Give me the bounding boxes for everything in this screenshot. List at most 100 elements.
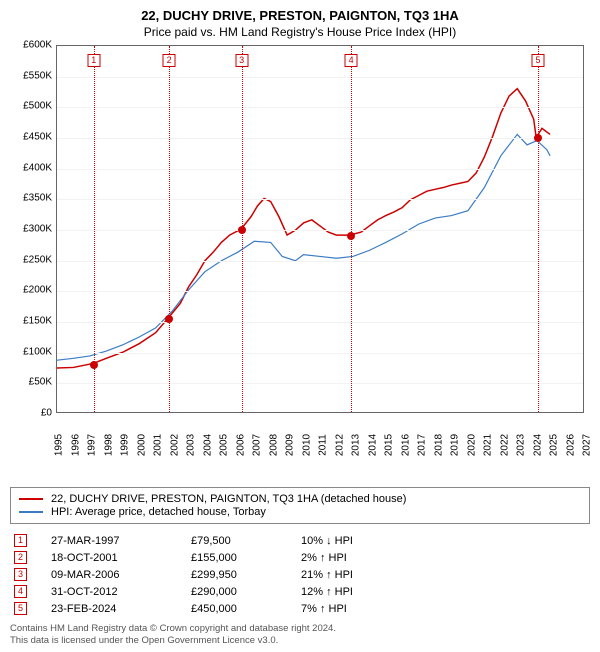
- y-tick-label: £400K: [10, 162, 52, 173]
- sales-diff: 12% ↑ HPI: [301, 586, 401, 598]
- sales-price: £290,000: [191, 586, 301, 598]
- sales-price: £79,500: [191, 535, 301, 547]
- sale-dot: [165, 315, 173, 323]
- gridline: [57, 199, 583, 200]
- gridline: [57, 107, 583, 108]
- gridline: [57, 353, 583, 354]
- x-tick-label: 2000: [136, 434, 147, 456]
- y-tick-label: £50K: [10, 377, 52, 388]
- sale-vline: [538, 46, 539, 412]
- sales-row: 309-MAR-2006£299,95021% ↑ HPI: [10, 568, 590, 581]
- legend: 22, DUCHY DRIVE, PRESTON, PAIGNTON, TQ3 …: [10, 487, 590, 524]
- sales-table: 1 27-MAR-1997£79,50010% ↓ HPI 2 18-OCT-2001…: [10, 534, 590, 615]
- sales-diff: 2% ↑ HPI: [301, 552, 401, 564]
- chart-subtitle: Price paid vs. HM Land Registry's House …: [10, 25, 590, 39]
- x-tick-label: 2012: [334, 434, 345, 456]
- legend-label: HPI: Average price, detached house, Torb…: [51, 506, 266, 518]
- sales-index: 1: [14, 534, 27, 547]
- gridline: [57, 291, 583, 292]
- footer-line-2: This data is licensed under the Open Gov…: [10, 635, 590, 647]
- sales-row: 4 31-OCT-2012£290,00012% ↑ HPI: [10, 585, 590, 598]
- sale-marker-box: 4: [345, 54, 358, 67]
- x-tick-label: 1995: [54, 434, 65, 456]
- y-tick-label: £550K: [10, 70, 52, 81]
- sales-date: 18-OCT-2001: [51, 552, 191, 564]
- x-tick-label: 2021: [483, 434, 494, 456]
- x-tick-label: 2002: [169, 434, 180, 456]
- x-tick-label: 2003: [186, 434, 197, 456]
- sale-dot: [534, 134, 542, 142]
- y-tick-label: £600K: [10, 40, 52, 51]
- y-axis-labels: £0£50K£100K£150K£200K£250K£300K£350K£400…: [10, 45, 54, 451]
- x-tick-label: 2020: [466, 434, 477, 456]
- y-tick-label: £500K: [10, 101, 52, 112]
- x-tick-label: 1998: [103, 434, 114, 456]
- x-tick-label: 2023: [516, 434, 527, 456]
- gridline: [57, 383, 583, 384]
- x-tick-label: 2007: [252, 434, 263, 456]
- legend-row: 22, DUCHY DRIVE, PRESTON, PAIGNTON, TQ3 …: [19, 493, 581, 505]
- sale-vline: [94, 46, 95, 412]
- legend-swatch: [19, 498, 43, 500]
- x-tick-label: 2026: [565, 434, 576, 456]
- x-tick-label: 2024: [532, 434, 543, 456]
- gridline: [57, 261, 583, 262]
- legend-label: 22, DUCHY DRIVE, PRESTON, PAIGNTON, TQ3 …: [51, 493, 406, 505]
- x-tick-label: 2017: [417, 434, 428, 456]
- sales-index: 3: [14, 568, 27, 581]
- chart-title: 22, DUCHY DRIVE, PRESTON, PAIGNTON, TQ3 …: [10, 8, 590, 23]
- x-tick-label: 2015: [384, 434, 395, 456]
- x-tick-label: 2014: [367, 434, 378, 456]
- sale-dot: [238, 226, 246, 234]
- sales-price: £299,950: [191, 569, 301, 581]
- chart-plot-area: 1 2 3 4 5: [56, 45, 584, 413]
- sales-price: £450,000: [191, 603, 301, 615]
- x-tick-label: 1999: [120, 434, 131, 456]
- y-tick-label: £100K: [10, 346, 52, 357]
- sales-index: 2: [14, 551, 27, 564]
- sale-marker-box: 2: [163, 54, 176, 67]
- y-tick-label: £200K: [10, 285, 52, 296]
- x-tick-label: 2025: [549, 434, 560, 456]
- chart-container: 22, DUCHY DRIVE, PRESTON, PAIGNTON, TQ3 …: [0, 0, 600, 652]
- sale-dot: [90, 361, 98, 369]
- footer-attribution: Contains HM Land Registry data © Crown c…: [10, 623, 590, 648]
- sale-marker-box: 5: [531, 54, 544, 67]
- x-tick-label: 2005: [219, 434, 230, 456]
- x-tick-label: 1997: [87, 434, 98, 456]
- gridline: [57, 169, 583, 170]
- sales-diff: 10% ↓ HPI: [301, 535, 401, 547]
- y-tick-label: £350K: [10, 193, 52, 204]
- sales-date: 23-FEB-2024: [51, 603, 191, 615]
- sale-marker-box: 3: [235, 54, 248, 67]
- x-tick-label: 2013: [351, 434, 362, 456]
- sales-date: 27-MAR-1997: [51, 535, 191, 547]
- sales-price: £155,000: [191, 552, 301, 564]
- sale-vline: [351, 46, 352, 412]
- sale-dot: [347, 232, 355, 240]
- gridline: [57, 322, 583, 323]
- y-tick-label: £300K: [10, 224, 52, 235]
- footer-line-1: Contains HM Land Registry data © Crown c…: [10, 623, 590, 635]
- x-tick-label: 2018: [433, 434, 444, 456]
- sale-marker-box: 1: [87, 54, 100, 67]
- x-axis-labels: 1995199619971998199920002001200220032004…: [56, 415, 584, 451]
- sales-index: 4: [14, 585, 27, 598]
- sales-row: 1 27-MAR-1997£79,50010% ↓ HPI: [10, 534, 590, 547]
- gridline: [57, 77, 583, 78]
- gridline: [57, 230, 583, 231]
- sales-date: 31-OCT-2012: [51, 586, 191, 598]
- x-tick-label: 2010: [301, 434, 312, 456]
- x-tick-label: 2019: [450, 434, 461, 456]
- sales-row: 523-FEB-2024£450,0007% ↑ HPI: [10, 602, 590, 615]
- gridline: [57, 138, 583, 139]
- chart-lines: [57, 46, 583, 412]
- x-tick-label: 2016: [400, 434, 411, 456]
- x-tick-label: 2006: [235, 434, 246, 456]
- y-tick-label: £250K: [10, 254, 52, 265]
- x-tick-label: 2004: [202, 434, 213, 456]
- x-tick-label: 2009: [285, 434, 296, 456]
- x-tick-label: 2008: [268, 434, 279, 456]
- sales-index: 5: [14, 602, 27, 615]
- series-subject: [57, 89, 550, 368]
